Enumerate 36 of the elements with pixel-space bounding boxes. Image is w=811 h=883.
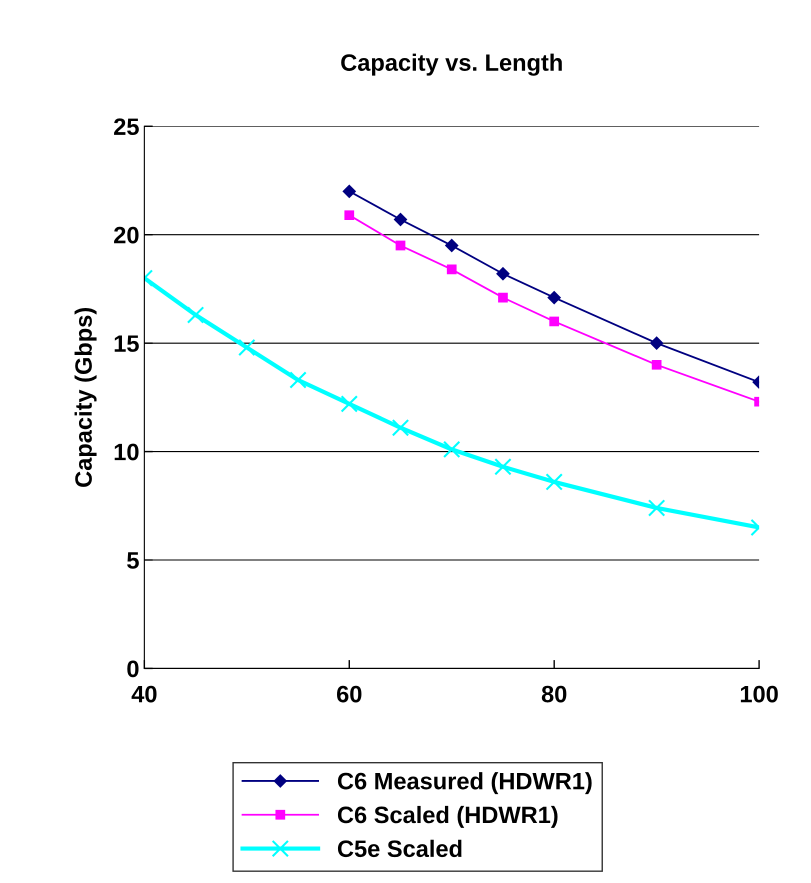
x-tick-label: 100 (740, 686, 778, 702)
legend-label: C6 Measured (HDWR1) (338, 772, 592, 794)
point (396, 240, 406, 250)
point (342, 184, 356, 198)
point (648, 499, 666, 517)
point (238, 338, 256, 356)
point (340, 395, 358, 413)
x-tick-label: 80 (542, 686, 566, 702)
point (652, 360, 662, 370)
y-axis-title: Capacity (Gbps) (74, 308, 97, 487)
point (650, 336, 664, 350)
chart-title: Capacity vs. Length (341, 54, 562, 76)
point (546, 473, 563, 491)
point (445, 238, 458, 252)
point (496, 267, 510, 280)
y-tick-label: 15 (114, 335, 139, 352)
point (494, 458, 512, 476)
point (549, 316, 560, 326)
point (394, 212, 408, 226)
y-tick-label: 5 (127, 552, 139, 569)
y-tick-label: 10 (114, 444, 139, 460)
y-tick-label: 20 (114, 226, 139, 244)
point (548, 291, 561, 304)
point (443, 440, 460, 458)
legend-label: C6 Scaled (HDWR1) (338, 806, 558, 828)
point (446, 264, 457, 274)
point (344, 210, 354, 220)
legend-label: C5e Scaled (338, 840, 462, 858)
x-tick-label: 40 (132, 686, 157, 702)
x-tick-label: 60 (337, 686, 362, 702)
point (289, 371, 307, 389)
point (498, 292, 508, 302)
y-tick-label: 0 (127, 660, 139, 678)
y-tick-label: 25 (114, 118, 139, 136)
point (392, 419, 410, 436)
point (186, 306, 204, 324)
